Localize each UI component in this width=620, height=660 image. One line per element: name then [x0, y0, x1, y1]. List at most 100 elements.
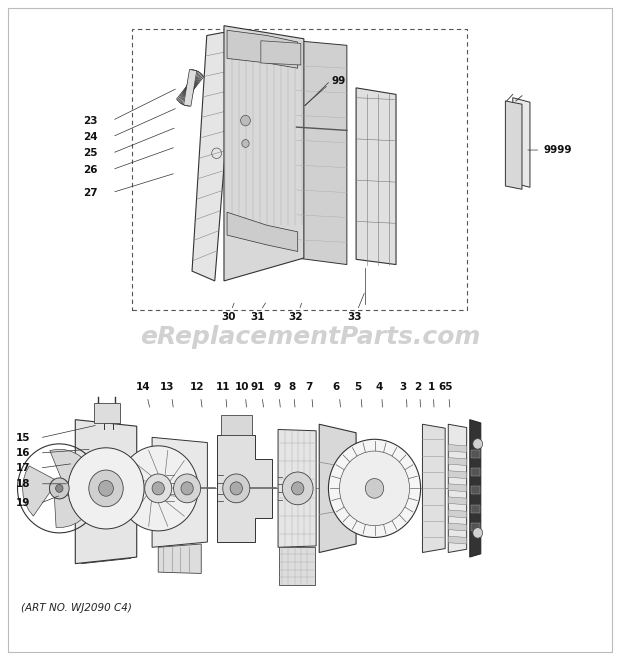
Text: 16: 16	[16, 448, 30, 458]
Text: 3: 3	[400, 382, 407, 392]
Polygon shape	[182, 69, 198, 106]
Polygon shape	[278, 430, 316, 547]
Circle shape	[50, 478, 69, 499]
Polygon shape	[448, 523, 467, 531]
Polygon shape	[471, 505, 480, 513]
Polygon shape	[471, 523, 480, 531]
Text: (ART NO. WJ2090 C4): (ART NO. WJ2090 C4)	[21, 603, 132, 613]
Polygon shape	[319, 424, 356, 552]
Polygon shape	[448, 536, 467, 544]
Circle shape	[144, 474, 172, 503]
Polygon shape	[296, 41, 347, 265]
Polygon shape	[158, 544, 202, 574]
Text: 65: 65	[438, 382, 453, 392]
Circle shape	[329, 440, 420, 537]
Text: 32: 32	[289, 312, 303, 322]
Polygon shape	[470, 420, 481, 557]
Polygon shape	[181, 69, 200, 106]
Text: 18: 18	[16, 478, 30, 489]
Polygon shape	[227, 213, 298, 251]
Text: 11: 11	[216, 382, 230, 392]
Polygon shape	[356, 88, 396, 265]
Circle shape	[181, 482, 193, 495]
Circle shape	[118, 446, 198, 531]
Circle shape	[282, 472, 313, 505]
Polygon shape	[216, 435, 272, 542]
Text: 31: 31	[250, 312, 265, 322]
Polygon shape	[177, 71, 203, 105]
Text: 25: 25	[84, 148, 98, 158]
Circle shape	[340, 451, 410, 525]
Text: 99: 99	[332, 77, 346, 86]
Text: 4: 4	[375, 382, 383, 392]
Circle shape	[473, 439, 482, 449]
Circle shape	[241, 115, 250, 126]
Polygon shape	[177, 71, 204, 104]
Circle shape	[99, 480, 113, 496]
Text: 15: 15	[16, 433, 30, 443]
Polygon shape	[224, 26, 304, 281]
Polygon shape	[471, 468, 480, 476]
Polygon shape	[94, 403, 120, 423]
Circle shape	[68, 447, 144, 529]
Polygon shape	[448, 445, 467, 452]
Text: 9: 9	[273, 382, 280, 392]
Polygon shape	[184, 69, 197, 106]
Polygon shape	[152, 438, 207, 547]
Polygon shape	[422, 424, 445, 552]
Circle shape	[174, 474, 201, 503]
Text: 8: 8	[288, 382, 295, 392]
Polygon shape	[221, 415, 252, 435]
Circle shape	[152, 482, 164, 495]
Text: 9999: 9999	[544, 145, 572, 155]
Circle shape	[223, 474, 250, 503]
Polygon shape	[448, 457, 467, 465]
Text: 30: 30	[221, 312, 236, 322]
Text: 19: 19	[16, 498, 30, 508]
Circle shape	[365, 478, 384, 498]
Text: 5: 5	[354, 382, 361, 392]
Circle shape	[56, 484, 63, 492]
Text: 6: 6	[333, 382, 340, 392]
Polygon shape	[448, 497, 467, 505]
Polygon shape	[22, 466, 55, 516]
Text: 14: 14	[136, 382, 150, 392]
Text: 10: 10	[235, 382, 250, 392]
Text: 2: 2	[414, 382, 421, 392]
Polygon shape	[448, 424, 467, 552]
Polygon shape	[179, 71, 202, 106]
Polygon shape	[505, 101, 522, 189]
Polygon shape	[448, 484, 467, 492]
Circle shape	[230, 482, 242, 495]
Polygon shape	[227, 30, 298, 68]
Text: eReplacementParts.com: eReplacementParts.com	[140, 325, 480, 348]
Text: 7: 7	[305, 382, 312, 392]
Polygon shape	[192, 30, 235, 281]
Polygon shape	[448, 510, 467, 518]
Text: 17: 17	[16, 463, 30, 473]
Text: 24: 24	[84, 132, 98, 142]
Polygon shape	[55, 495, 95, 527]
Circle shape	[473, 527, 482, 538]
Polygon shape	[471, 449, 480, 457]
Polygon shape	[180, 70, 201, 106]
Text: 26: 26	[84, 164, 98, 175]
Polygon shape	[513, 98, 530, 187]
Polygon shape	[448, 471, 467, 478]
Text: 27: 27	[84, 187, 98, 197]
Text: 13: 13	[160, 382, 175, 392]
Polygon shape	[75, 420, 137, 564]
Text: 91: 91	[250, 382, 265, 392]
Polygon shape	[471, 486, 480, 494]
Text: 23: 23	[84, 115, 98, 125]
Bar	[132, 29, 467, 310]
Polygon shape	[261, 41, 301, 65]
Text: 12: 12	[190, 382, 204, 392]
Circle shape	[291, 482, 304, 495]
Circle shape	[242, 139, 249, 147]
Text: 1: 1	[427, 382, 435, 392]
Polygon shape	[50, 449, 92, 488]
Circle shape	[89, 470, 123, 507]
Polygon shape	[279, 547, 315, 585]
Text: 33: 33	[347, 312, 361, 322]
